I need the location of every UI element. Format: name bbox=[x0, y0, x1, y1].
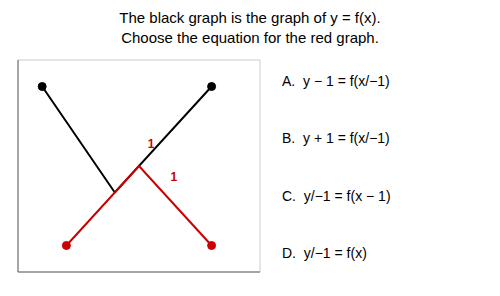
svg-text:1: 1 bbox=[171, 170, 178, 184]
html-text:A. y − 1 = f(x/−1): A. y − 1 = f(x/−1) bbox=[282, 72, 390, 89]
html-text:C. y/−1 = f(x − 1): C. y/−1 = f(x − 1) bbox=[282, 187, 391, 204]
svg-text:1: 1 bbox=[148, 137, 155, 151]
html-text:Choose the equation for the re: Choose the equation for the red graph. bbox=[121, 29, 379, 46]
html-text:D. y/−1 = f(x): D. y/−1 = f(x) bbox=[282, 245, 367, 262]
html-text:The black graph is the graph o: The black graph is the graph of y = f(x)… bbox=[119, 9, 381, 26]
html-text:B. y + 1 = f(x/−1): B. y + 1 = f(x/−1) bbox=[282, 130, 390, 147]
